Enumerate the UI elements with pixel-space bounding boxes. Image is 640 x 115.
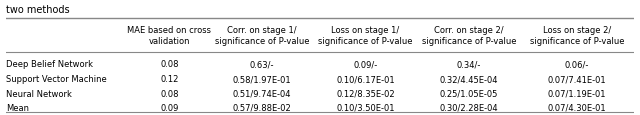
Text: 0.10/3.50E-01: 0.10/3.50E-01 bbox=[336, 103, 395, 112]
Text: 0.07/7.41E-01: 0.07/7.41E-01 bbox=[548, 74, 607, 83]
Text: Neural Network: Neural Network bbox=[6, 89, 72, 98]
Text: Corr. on stage 1/
significance of P-value: Corr. on stage 1/ significance of P-valu… bbox=[215, 26, 309, 46]
Text: 0.25/1.05E-05: 0.25/1.05E-05 bbox=[440, 89, 498, 98]
Text: 0.07/4.30E-01: 0.07/4.30E-01 bbox=[548, 103, 607, 112]
Text: 0.57/9.88E-02: 0.57/9.88E-02 bbox=[232, 103, 291, 112]
Text: 0.08: 0.08 bbox=[160, 89, 179, 98]
Text: Loss on stage 2/
significance of P-value: Loss on stage 2/ significance of P-value bbox=[530, 26, 625, 46]
Text: 0.09/-: 0.09/- bbox=[353, 60, 378, 69]
Text: 0.34/-: 0.34/- bbox=[457, 60, 481, 69]
Text: 0.08: 0.08 bbox=[160, 60, 179, 69]
Text: Corr. on stage 2/
significance of P-value: Corr. on stage 2/ significance of P-valu… bbox=[422, 26, 516, 46]
Text: 0.63/-: 0.63/- bbox=[250, 60, 274, 69]
Text: Mean: Mean bbox=[6, 103, 29, 112]
Text: 0.58/1.97E-01: 0.58/1.97E-01 bbox=[233, 74, 291, 83]
Text: 0.12: 0.12 bbox=[160, 74, 179, 83]
Text: 0.51/9.74E-04: 0.51/9.74E-04 bbox=[233, 89, 291, 98]
Text: 0.10/6.17E-01: 0.10/6.17E-01 bbox=[336, 74, 395, 83]
Text: MAE based on cross
validation: MAE based on cross validation bbox=[127, 26, 211, 46]
Text: Loss on stage 1/
significance of P-value: Loss on stage 1/ significance of P-value bbox=[318, 26, 413, 46]
Text: 0.09: 0.09 bbox=[160, 103, 179, 112]
Text: 0.30/2.28E-04: 0.30/2.28E-04 bbox=[440, 103, 499, 112]
Text: Support Vector Machine: Support Vector Machine bbox=[6, 74, 107, 83]
Text: 0.12/8.35E-02: 0.12/8.35E-02 bbox=[336, 89, 395, 98]
Text: Deep Belief Network: Deep Belief Network bbox=[6, 60, 93, 69]
Text: 0.32/4.45E-04: 0.32/4.45E-04 bbox=[440, 74, 498, 83]
Text: 0.07/1.19E-01: 0.07/1.19E-01 bbox=[548, 89, 607, 98]
Text: two methods: two methods bbox=[6, 4, 70, 14]
Text: 0.06/-: 0.06/- bbox=[565, 60, 589, 69]
